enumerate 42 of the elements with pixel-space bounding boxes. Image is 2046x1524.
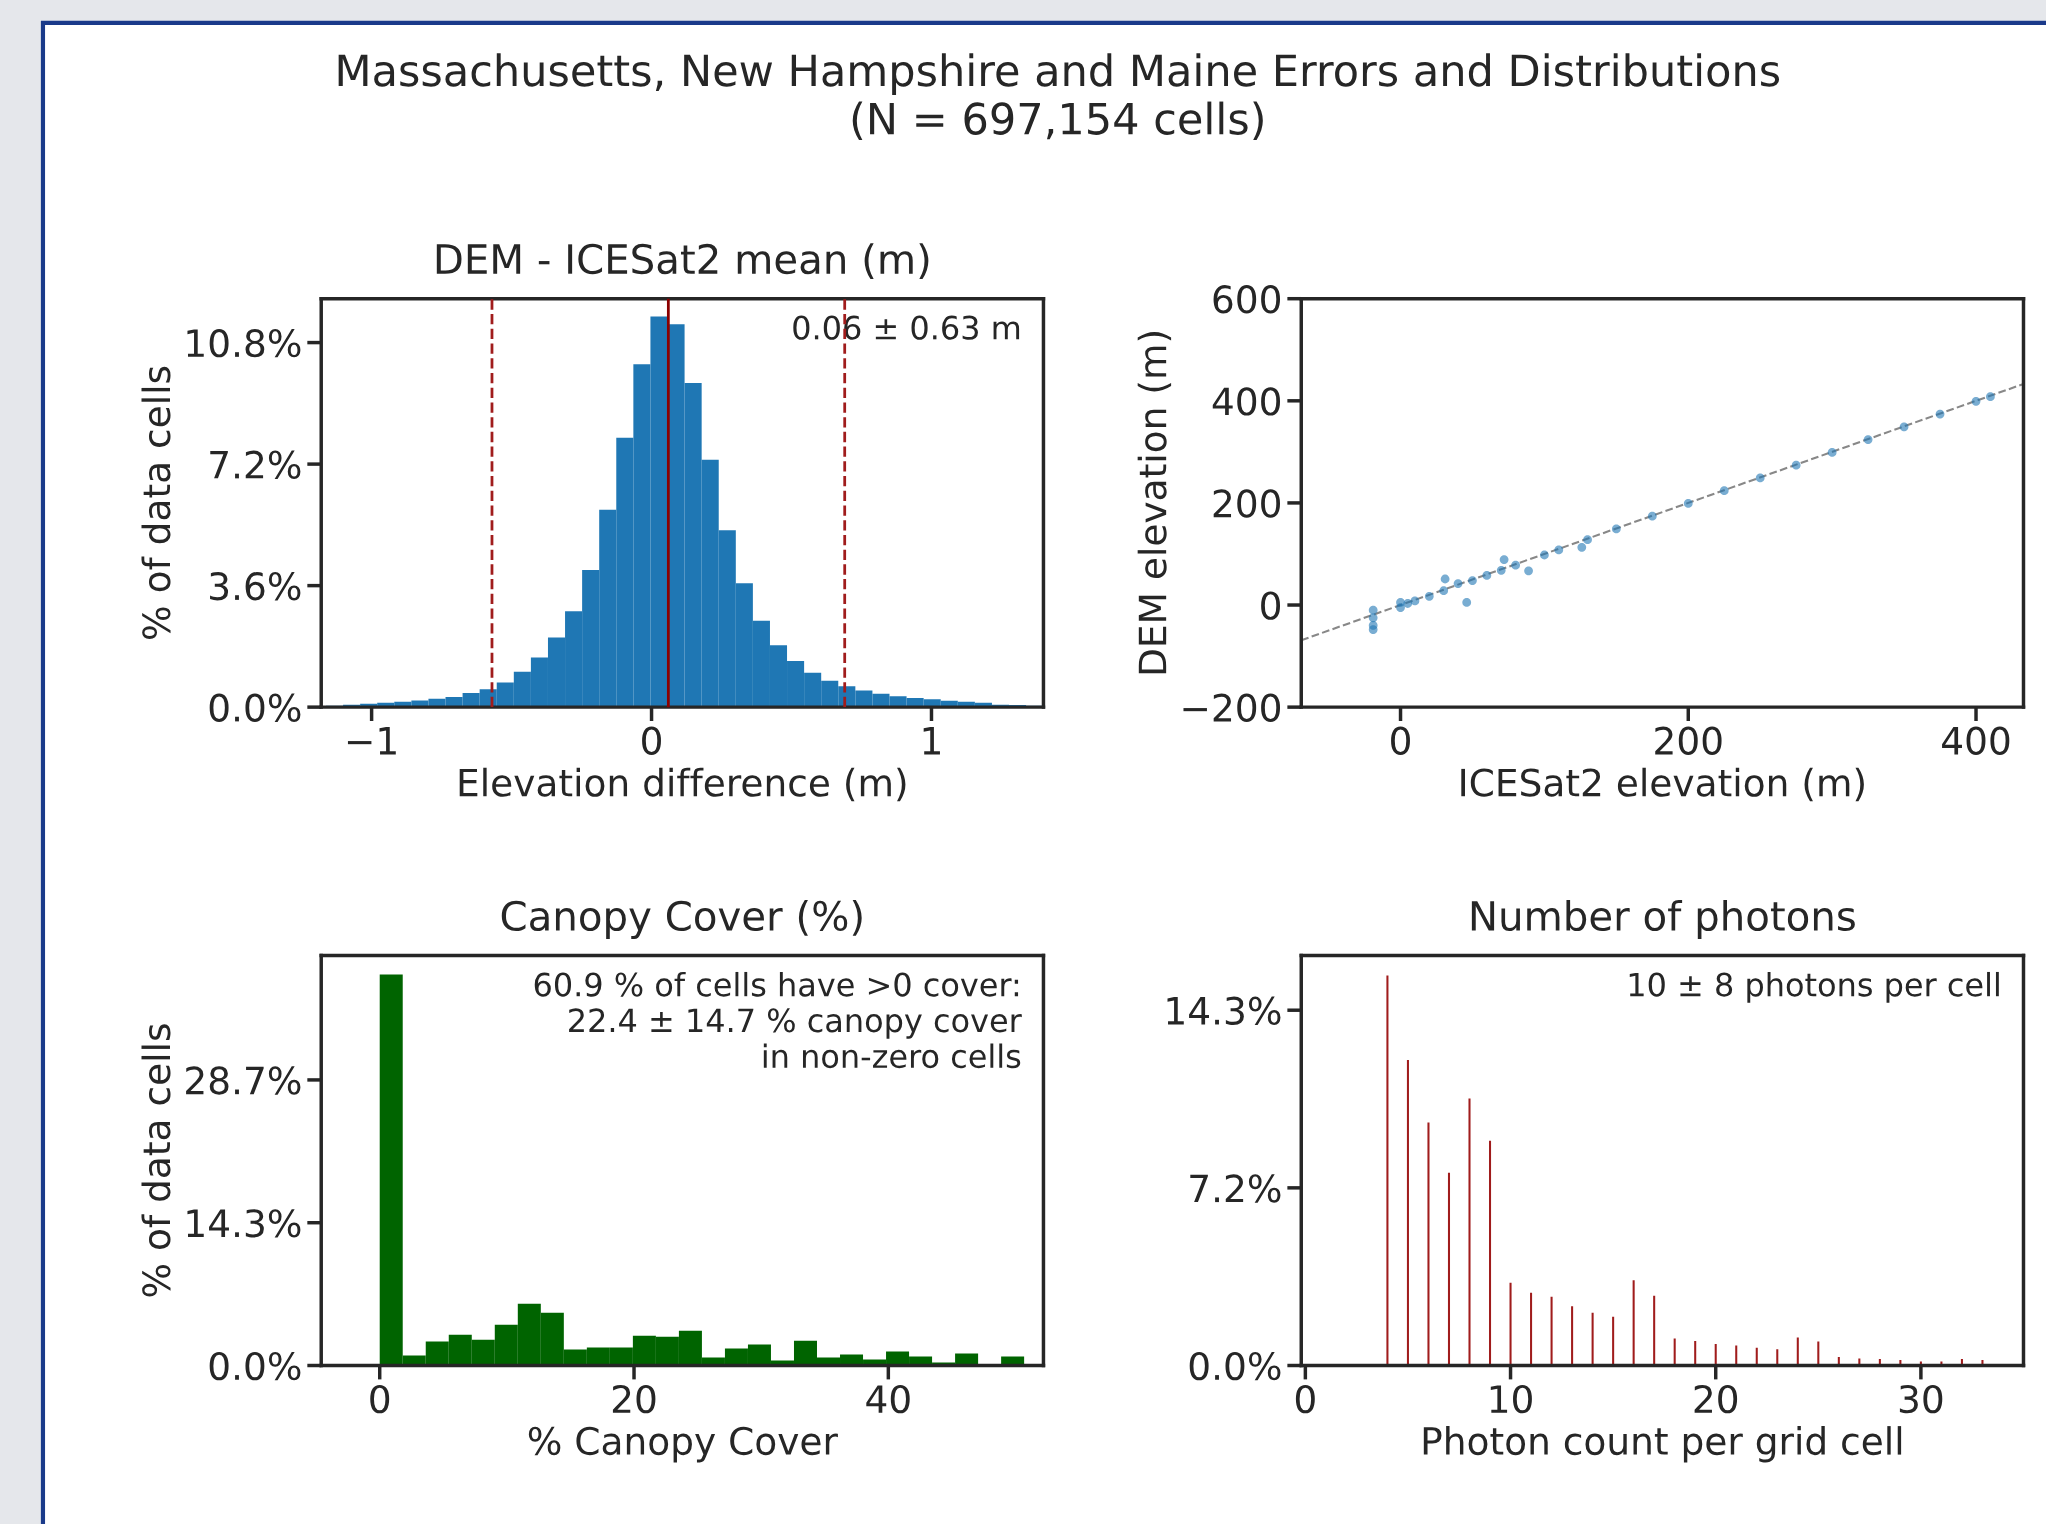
x-axis-title: ICESat2 elevation (m)	[1461, 767, 1864, 802]
annotation: 10 ± 8 photons per cell	[1629, 971, 1999, 1003]
chart-title: Canopy Cover (%)	[501, 899, 862, 939]
y-tick-label: 0.0%	[209, 693, 301, 722]
chart-title: DEM - ICESat2 mean (m)	[436, 243, 929, 280]
x-tick-label: 0	[370, 1384, 390, 1414]
x-tick-label: 1	[923, 727, 940, 755]
y-tick-label: 7.2%	[210, 450, 301, 479]
y-axis-title: % of data cells	[141, 1024, 171, 1297]
y-tick-label: 400	[1212, 387, 1281, 416]
y-tick-label: 600	[1213, 285, 1281, 314]
y-tick-label: 7.2%	[1190, 1174, 1281, 1203]
y-tick-label: −200	[1183, 693, 1281, 722]
x-axis-title: Photon count per grid cell	[1423, 1426, 1902, 1463]
y-tick-label: 0.0%	[1189, 1351, 1281, 1381]
x-tick-label: 0	[1295, 1384, 1315, 1414]
y-axis-title: DEM elevation (m)	[1137, 332, 1172, 674]
y-tick-label: 14.3%	[187, 1209, 301, 1238]
y-tick-label: 200	[1213, 489, 1281, 518]
x-tick-label: 40	[866, 1384, 910, 1414]
text: Massachusetts, New Hampshire and Maine Errors and Distributions (N = 697,154 cells)	[338, 53, 1780, 140]
x-axis-title: Elevation difference (m)	[459, 767, 906, 802]
x-axis-title: % Canopy Cover	[528, 1426, 838, 1463]
y-tick-label: 0	[1261, 591, 1281, 620]
y-tick-label: 0.0%	[209, 1351, 301, 1381]
annotation: 60.9 % of cells have >0 cover: 22.4 ± 14.7 % canopy cover in non-zero cells	[534, 971, 1022, 1069]
y-tick-label: 28.7%	[186, 1066, 301, 1095]
x-tick-label: 10	[1490, 1384, 1532, 1414]
x-tick-label: 0	[642, 726, 661, 755]
y-axis-title: % of data cells	[141, 366, 171, 639]
y-tick-label: 10.8%	[187, 329, 301, 358]
x-tick-label: 200	[1655, 726, 1722, 755]
y-tick-label: 3.6%	[210, 572, 301, 601]
annotation: 0.06 ± 0.63 m	[793, 315, 1020, 340]
chart-title: Number of photons	[1471, 899, 1855, 939]
x-tick-label: 20	[612, 1384, 656, 1414]
y-tick-label: 14.3%	[1167, 996, 1281, 1025]
x-tick-label: 20	[1694, 1384, 1738, 1414]
x-tick-label: 0	[1391, 726, 1410, 755]
x-tick-label: −1	[347, 727, 396, 755]
x-tick-label: 400	[1942, 726, 2010, 755]
x-tick-label: 30	[1899, 1384, 1943, 1414]
